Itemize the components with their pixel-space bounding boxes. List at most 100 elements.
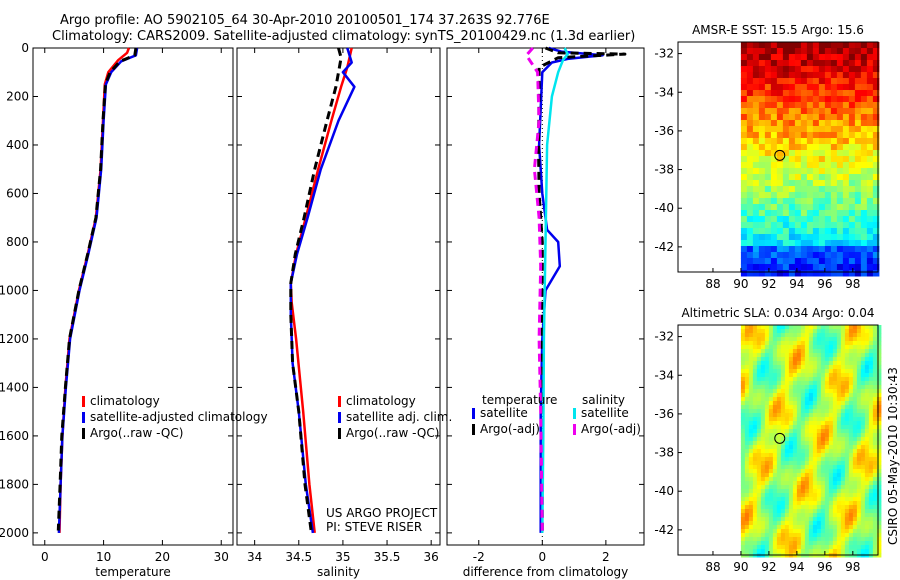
amsr_sst-cell (818, 150, 826, 157)
altimetric_sla-cell (744, 445, 750, 450)
amsr_sst-cell (740, 144, 748, 151)
altimetric_sla-cell (876, 389, 882, 394)
amsr_sst-cell (758, 114, 766, 121)
altimetric_sla-cell (820, 465, 826, 470)
altimetric_sla-cell (852, 405, 858, 410)
altimetric_sla-cell (872, 501, 878, 506)
altimetric_sla-cell (768, 429, 774, 434)
altimetric_sla-cell (856, 401, 862, 406)
altimetric_sla-cell (860, 537, 866, 542)
amsr_sst-cell (776, 78, 784, 85)
diff-legend-sal-label-1: Argo(-adj) (581, 422, 641, 436)
altimetric_sla-cell (876, 361, 882, 366)
amsr_sst-cell (782, 264, 790, 271)
altimetric_sla-cell (760, 333, 766, 338)
altimetric_sla-cell (824, 377, 830, 382)
altimetric_sla-cell (780, 361, 786, 366)
amsr_sst-cell (770, 54, 778, 61)
altimetric_sla-cell (864, 449, 870, 454)
altimetric_sla-cell (848, 357, 854, 362)
altimetric_sla-cell (836, 445, 842, 450)
amsr_sst-cell (812, 144, 820, 151)
altimetric_sla-cell (860, 341, 866, 346)
altimetric_sla-cell (756, 441, 762, 446)
altimetric_sla-cell (864, 469, 870, 474)
altimetric_sla-cell (756, 393, 762, 398)
amsr_sst-cell (788, 174, 796, 181)
amsr_sst-cell (812, 54, 820, 61)
amsr_sst-cell (872, 222, 880, 229)
altimetric_sla-cell (872, 389, 878, 394)
altimetric_sla-cell (740, 413, 746, 418)
amsr_sst-cell (752, 72, 760, 79)
amsr_sst-cell (818, 132, 826, 139)
amsr_sst-cell (752, 270, 760, 277)
altimetric_sla-cell (808, 405, 814, 410)
altimetric_sla-cell (752, 529, 758, 534)
altimetric_sla-cell (740, 469, 746, 474)
altimetric_sla-cell (816, 369, 822, 374)
altimetric_sla-cell (796, 505, 802, 510)
altimetric_sla-cell (836, 453, 842, 458)
altimetric_sla-cell (792, 505, 798, 510)
amsr_sst-cell (776, 156, 784, 163)
altimetric_sla-cell (848, 513, 854, 518)
amsr_sst-cell (800, 72, 808, 79)
altimetric_sla-cell (804, 385, 810, 390)
altimetric_sla-cell (832, 385, 838, 390)
amsr_sst-cell (758, 138, 766, 145)
altimetric_sla-cell (804, 421, 810, 426)
altimetric_sla-cell (800, 509, 806, 514)
altimetric_sla-cell (820, 357, 826, 362)
altimetric_sla-cell (748, 493, 754, 498)
altimetric_sla-cell (836, 437, 842, 442)
altimetric_sla-cell (792, 469, 798, 474)
amsr_sst-cell (794, 216, 802, 223)
altimetric_sla-cell (820, 445, 826, 450)
altimetric_sla-cell (796, 541, 802, 546)
altimetric_sla-ytick-label: -34 (654, 368, 674, 382)
altimetric_sla-cell (740, 529, 746, 534)
altimetric_sla-cell (876, 393, 882, 398)
amsr_sst-cell (872, 228, 880, 235)
amsr_sst-cell (740, 78, 748, 85)
altimetric_sla-cell (796, 365, 802, 370)
altimetric_sla-cell (776, 469, 782, 474)
altimetric_sla-cell (828, 373, 834, 378)
altimetric_sla-cell (764, 325, 770, 330)
amsr_sst-cell (794, 252, 802, 259)
altimetric_sla-cell (796, 333, 802, 338)
altimetric_sla-cell (740, 417, 746, 422)
altimetric_sla-cell (784, 377, 790, 382)
amsr_sst-cell (782, 102, 790, 109)
amsr_sst-cell (854, 96, 862, 103)
altimetric_sla-cell (780, 529, 786, 534)
altimetric_sla-cell (868, 369, 874, 374)
amsr_sst-cell (746, 216, 754, 223)
amsr_sst-cell (776, 162, 784, 169)
altimetric_sla-cell (788, 465, 794, 470)
altimetric_sla-cell (748, 445, 754, 450)
altimetric_sla-cell (828, 501, 834, 506)
altimetric_sla-cell (820, 545, 826, 550)
amsr_sst-cell (740, 150, 748, 157)
altimetric_sla-cell (832, 525, 838, 530)
altimetric_sla-cell (740, 533, 746, 538)
temp-legend-swatch-1 (82, 412, 85, 423)
salinity-xtick-label: 36 (424, 550, 439, 564)
altimetric_sla-cell (844, 429, 850, 434)
amsr_sst-cell (842, 270, 850, 277)
altimetric_sla-cell (848, 457, 854, 462)
amsr_sst-cell (752, 78, 760, 85)
altimetric_sla-cell (844, 385, 850, 390)
altimetric_sla-cell (808, 341, 814, 346)
altimetric_sla-cell (804, 429, 810, 434)
amsr_sst-cell (818, 228, 826, 235)
altimetric_sla-cell (756, 365, 762, 370)
amsr_sst-cell (812, 162, 820, 169)
altimetric_sla-cell (816, 329, 822, 334)
altimetric_sla-cell (864, 477, 870, 482)
altimetric_sla-cell (820, 341, 826, 346)
altimetric_sla-cell (800, 337, 806, 342)
altimetric_sla-cell (804, 337, 810, 342)
